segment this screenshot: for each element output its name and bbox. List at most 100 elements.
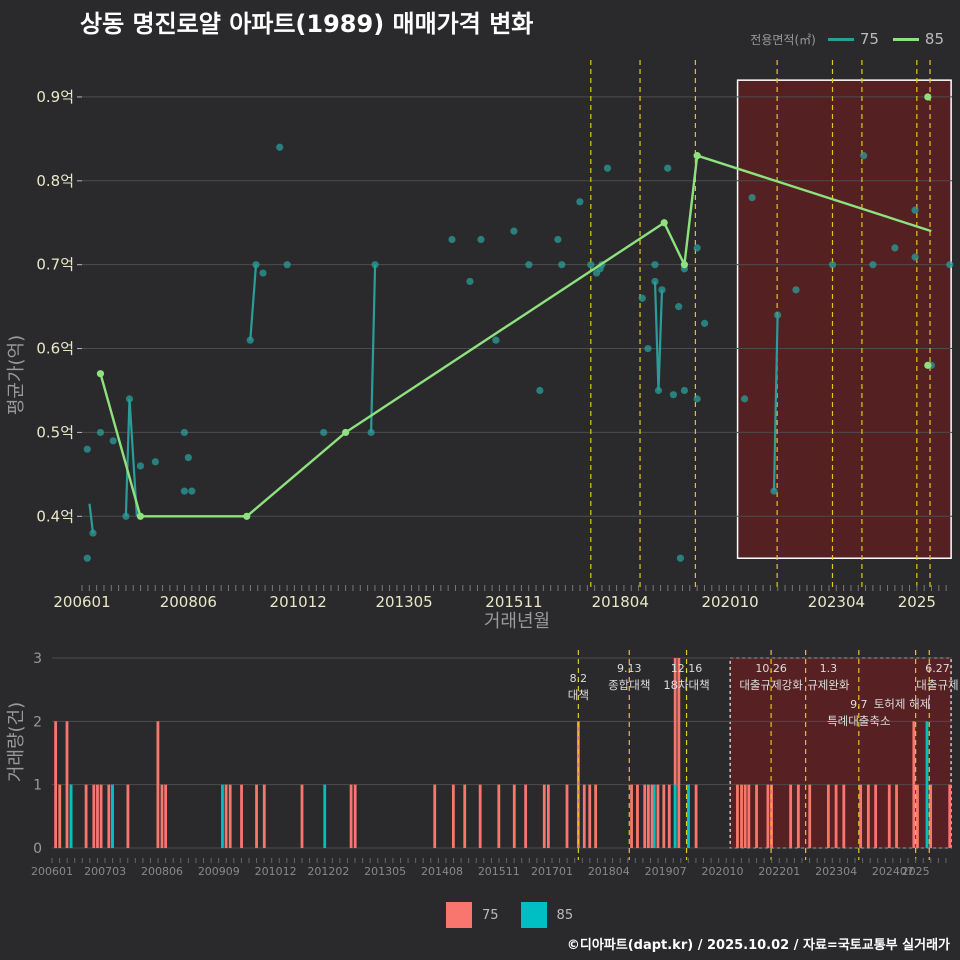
top-ytick-label: 0.9억 [36, 88, 74, 106]
bar-75 [463, 784, 467, 848]
series-75-point [492, 336, 500, 344]
top-highlight-region [736, 79, 952, 559]
bar-75 [667, 784, 671, 848]
bar-75 [126, 784, 130, 848]
series-75-point [828, 261, 837, 269]
series-75-point [587, 261, 595, 269]
bar-75 [808, 784, 812, 848]
series-75-point [283, 261, 291, 269]
bar-75 [156, 721, 160, 848]
series-85-point [243, 512, 251, 520]
bar-75 [646, 784, 650, 848]
bar-75 [636, 784, 639, 848]
bottom-xtick-label: 201202 [307, 865, 349, 878]
bar-75 [255, 784, 258, 848]
bar-75 [240, 784, 243, 848]
series-75-point [367, 428, 375, 437]
legend-75-swatch-icon [446, 902, 472, 928]
series-75-point [246, 336, 254, 344]
series-85-point [924, 361, 932, 369]
series-75-point [773, 311, 782, 319]
top-y-axis-title: 평균가(억) [6, 335, 27, 415]
top-ytick-label: 0.6억 [36, 340, 74, 358]
top-legend: 전용면적(㎡) 75 85 [750, 30, 952, 48]
policy-name-label: 규제완화 [807, 678, 850, 692]
series-75-point [664, 164, 672, 172]
bar-75 [740, 784, 743, 848]
bottom-xtick-label: 202304 [815, 865, 857, 878]
series-75-point [371, 261, 379, 269]
series-75-point [651, 277, 659, 286]
series-75-point [891, 244, 899, 252]
bar-75 [92, 784, 96, 848]
bottom-xtick-label: 201511 [478, 865, 520, 878]
series-75-point [466, 277, 474, 286]
series-85-point [693, 152, 701, 160]
bottom-xtick-label: 200909 [198, 865, 240, 878]
series-85-point [96, 370, 105, 378]
bar-75 [349, 784, 353, 848]
bar-75 [65, 721, 69, 848]
policy-date-label: 9.7 [850, 698, 868, 711]
policy-date-label: 10.26 [755, 662, 787, 675]
series-75-point [125, 395, 134, 403]
bar-75 [228, 784, 232, 848]
policy-date-label: 8.2 [570, 672, 588, 685]
bar-75 [478, 784, 482, 848]
bar-85 [686, 784, 690, 848]
series-75-point [911, 206, 919, 214]
bar-75 [565, 784, 569, 848]
series-75-point [558, 261, 566, 269]
policy-name-label: 종합대책 [608, 678, 650, 692]
series-75-point [276, 143, 284, 151]
policy-date-label: 12.16 [671, 662, 703, 675]
bar-75 [594, 784, 598, 848]
policy-name-label: 대책 [568, 688, 589, 702]
bottom-legend: 75 85 [446, 902, 585, 928]
top-xtick-label: 200806 [160, 593, 217, 611]
series-85-point [680, 261, 689, 269]
bar-75 [546, 784, 550, 848]
series-75-point [869, 261, 877, 269]
bar-75 [224, 784, 228, 848]
series-75-point [658, 286, 666, 294]
series-75-point [151, 458, 159, 466]
series-75-point [770, 487, 778, 495]
series-85-line [99, 154, 932, 518]
bar-75 [895, 784, 898, 848]
series-75-point [96, 428, 105, 437]
bar-75 [834, 784, 838, 848]
bar-75 [643, 784, 647, 848]
top-xtick-label: 201305 [375, 593, 432, 611]
bar-85 [111, 784, 114, 848]
top-xtick-label: 202010 [701, 593, 758, 611]
series-75-point [675, 303, 683, 311]
bottom-ytick-label: 0 [33, 841, 42, 857]
bar-75 [929, 784, 933, 848]
source-credit: ©디아파트(dapt.kr) / 2025.10.02 / 자료=국토교통부 실… [566, 938, 950, 953]
bar-75 [99, 784, 103, 848]
series-75-point [748, 193, 756, 202]
series-75-point [654, 386, 663, 395]
bar-75 [755, 784, 758, 848]
bottom-xtick-label: 201305 [364, 865, 406, 878]
bottom-xtick-label: 201408 [421, 865, 463, 878]
bar-75 [164, 784, 168, 848]
series-75-point [693, 395, 701, 403]
series-75-point [693, 244, 701, 252]
bar-75 [736, 784, 739, 848]
bar-75 [866, 784, 870, 848]
series-75-line [370, 264, 377, 433]
bar-85 [69, 784, 73, 848]
bottom-xtick-label: 200806 [141, 865, 183, 878]
series-75-line [653, 281, 664, 391]
chart-title: 상동 명진로얄 아파트(1989) 매매가격 변화 [80, 10, 534, 38]
series-75-point [644, 344, 652, 353]
legend-85-label: 85 [924, 30, 944, 48]
series-75-point [576, 198, 584, 206]
series-75-point [122, 512, 130, 520]
bar-75 [650, 784, 654, 848]
series-75-point [860, 152, 868, 160]
bottom-xtick-label: 2025 [902, 865, 930, 878]
top-ytick-label: 0.5억 [36, 423, 74, 441]
